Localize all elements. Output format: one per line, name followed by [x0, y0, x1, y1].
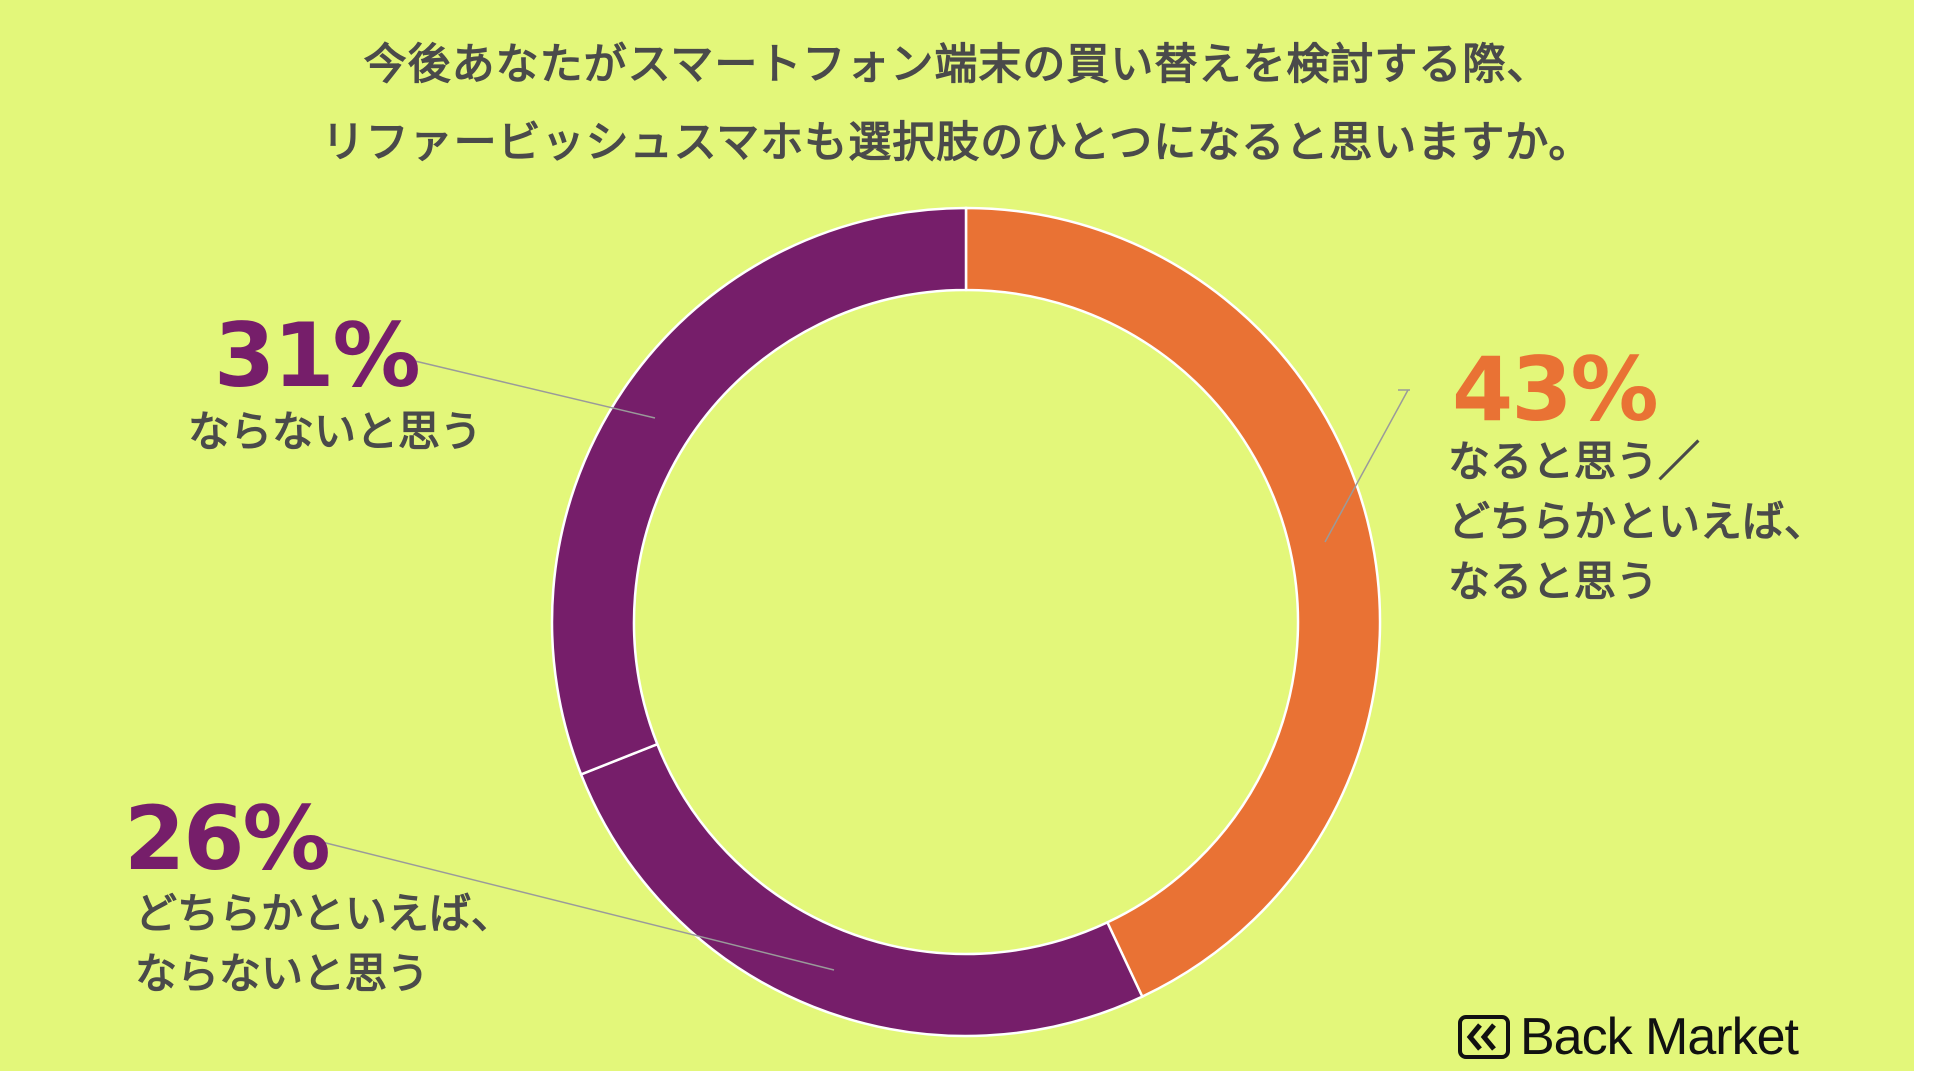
- slice-label-43-line-3: なると思う: [1448, 557, 1659, 606]
- slice-label-31: ならないと思う: [188, 402, 482, 462]
- value-label-26: 26%: [124, 787, 331, 890]
- leader-line-26: [305, 837, 835, 971]
- right-margin: [1914, 0, 1950, 1071]
- slice-label-26: どちらかといえば、 ならないと思う: [135, 884, 513, 1004]
- slice-label-43-line-2: どちらかといえば、: [1448, 497, 1827, 546]
- slice-label-26-line-2: ならないと思う: [135, 949, 430, 998]
- value-label-31: 31%: [214, 304, 421, 407]
- leader-line-31: [397, 356, 656, 419]
- value-label-43: 43%: [1452, 338, 1659, 441]
- slice-label-31-line-1: ならないと思う: [188, 407, 483, 456]
- chart-title-line-1: 今後あなたがスマートフォン端末の買い替えを検討する際、: [363, 40, 1551, 90]
- leader-lines: [305, 356, 1410, 971]
- donut-slice-31: [550, 206, 968, 777]
- back-market-logo: Back Market: [1458, 1007, 1799, 1067]
- brand-name: Back Market: [1520, 1008, 1799, 1066]
- slice-label-26-line-1: どちらかといえば、: [135, 889, 514, 938]
- back-market-chevrons-icon: [1458, 1015, 1510, 1059]
- leader-line-43: [1324, 389, 1409, 543]
- donut-slice-26: [579, 742, 1144, 1038]
- slice-label-43-line-1: なると思う／: [1448, 437, 1701, 486]
- donut-slices: [550, 206, 1382, 1038]
- donut-slice-43: [964, 206, 1382, 999]
- slice-label-43: なると思う／ どちらかといえば、 なると思う: [1448, 432, 1826, 612]
- chart-title-line-2: リファービッシュスマホも選択肢のひとつになると思いますか。: [321, 118, 1593, 168]
